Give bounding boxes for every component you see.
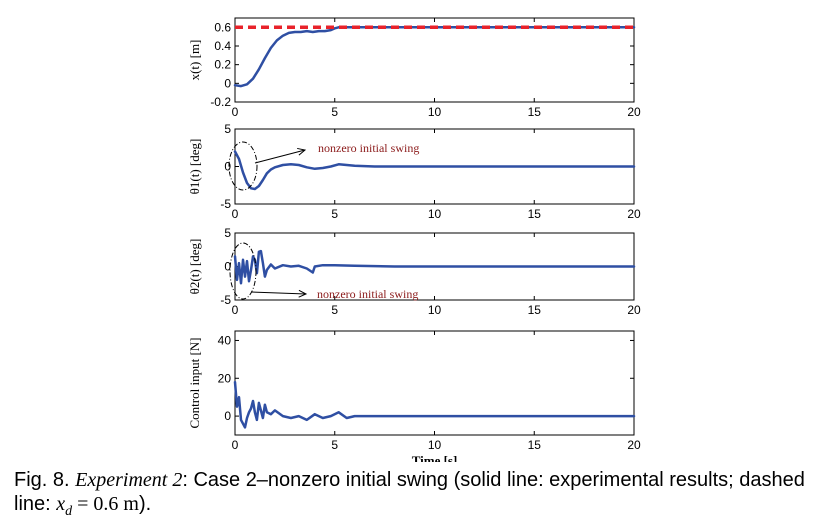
x-tick-label: 0 xyxy=(232,207,239,221)
y-tick-label: 0 xyxy=(224,260,231,274)
x-tick-label: 0 xyxy=(232,303,239,317)
experimental-series-line xyxy=(233,150,636,191)
caption-text: : Case 2–nonzero initial swing (solid li… xyxy=(14,469,805,515)
caption-prefix: Fig. 8. xyxy=(14,469,76,491)
experimental-series-line xyxy=(233,249,636,285)
control-input-subplot: 0 5 10 15 20 0 20 40 Control input [N] Time [s] xyxy=(187,330,641,462)
x-tick-label: 0 xyxy=(232,438,239,452)
annotation-label: nonzero initial swing xyxy=(318,141,419,155)
experimental-series-line xyxy=(233,380,636,429)
y-tick-label: 5 xyxy=(224,226,231,240)
plot-frame xyxy=(234,17,635,103)
y-tick-label: 40 xyxy=(218,333,232,347)
annotation-arrow-head xyxy=(297,147,307,156)
figure-caption: Fig. 8. Experiment 2: Case 2–nonzero ini… xyxy=(14,468,820,524)
y-axis-label: Control input [N] xyxy=(187,338,202,429)
y-tick-label: 0 xyxy=(224,76,231,90)
y-tick-label: 0.4 xyxy=(214,39,231,53)
y-tick-label: 5 xyxy=(224,122,231,136)
figure-canvas: 0 5 10 15 20-0.200.20.40.6x(t) [m] 0 5 10 15 20-… xyxy=(187,17,641,462)
annotation-ellipse xyxy=(228,141,258,191)
annotation-arrow-shaft xyxy=(250,291,307,295)
x-tick-label: 10 xyxy=(428,105,442,119)
x-tick-label: 0 xyxy=(232,105,239,119)
x-tick-label: 5 xyxy=(331,438,338,452)
position-subplot: 0 5 10 15 20-0.200.20.40.6x(t) [m] xyxy=(187,17,641,119)
x-tick-label: 20 xyxy=(627,207,641,221)
annotation-ellipse xyxy=(229,242,257,300)
x-tick-label: 20 xyxy=(627,303,641,317)
y-axis-label: x(t) [m] xyxy=(187,40,202,81)
x-tick-label: 15 xyxy=(528,438,542,452)
y-axis-label: θ1(t) [deg] xyxy=(187,139,202,195)
annotation-arrow-shaft xyxy=(254,149,306,164)
x-tick-label: 5 xyxy=(331,105,338,119)
caption-variable: x xyxy=(56,493,66,515)
annotation-arrow-head xyxy=(298,289,308,298)
caption-end: ). xyxy=(138,493,152,515)
y-tick-label: -0.2 xyxy=(210,95,231,109)
y-tick-label: 20 xyxy=(218,371,232,385)
y-tick-label: 0.2 xyxy=(214,58,231,72)
y-tick-label: 0 xyxy=(224,409,231,423)
x-axis-label: Time [s] xyxy=(412,453,458,462)
y-tick-label: -5 xyxy=(220,293,231,307)
caption-equation: = 0.6 xyxy=(72,493,124,515)
x-tick-label: 15 xyxy=(528,105,542,119)
x-tick-label: 5 xyxy=(331,303,338,317)
plot-frame xyxy=(234,330,635,436)
y-tick-label: 0.6 xyxy=(214,20,231,34)
y-tick-label: -5 xyxy=(220,197,231,211)
caption-title: Experiment 2 xyxy=(75,469,183,491)
x-tick-label: 10 xyxy=(428,303,442,317)
x-tick-label: 15 xyxy=(528,303,542,317)
x-tick-label: 5 xyxy=(331,207,338,221)
x-tick-label: 10 xyxy=(428,207,442,221)
caption-subscript: d xyxy=(65,504,73,519)
x-tick-label: 20 xyxy=(627,438,641,452)
annotation-label: nonzero initial swing xyxy=(317,287,418,301)
caption-unit: m xyxy=(123,493,139,515)
x-tick-label: 15 xyxy=(528,207,542,221)
y-tick-label: 0 xyxy=(224,160,231,174)
x-tick-label: 10 xyxy=(428,438,442,452)
x-tick-label: 20 xyxy=(627,105,641,119)
y-axis-label: θ2(t) [deg] xyxy=(187,239,202,295)
